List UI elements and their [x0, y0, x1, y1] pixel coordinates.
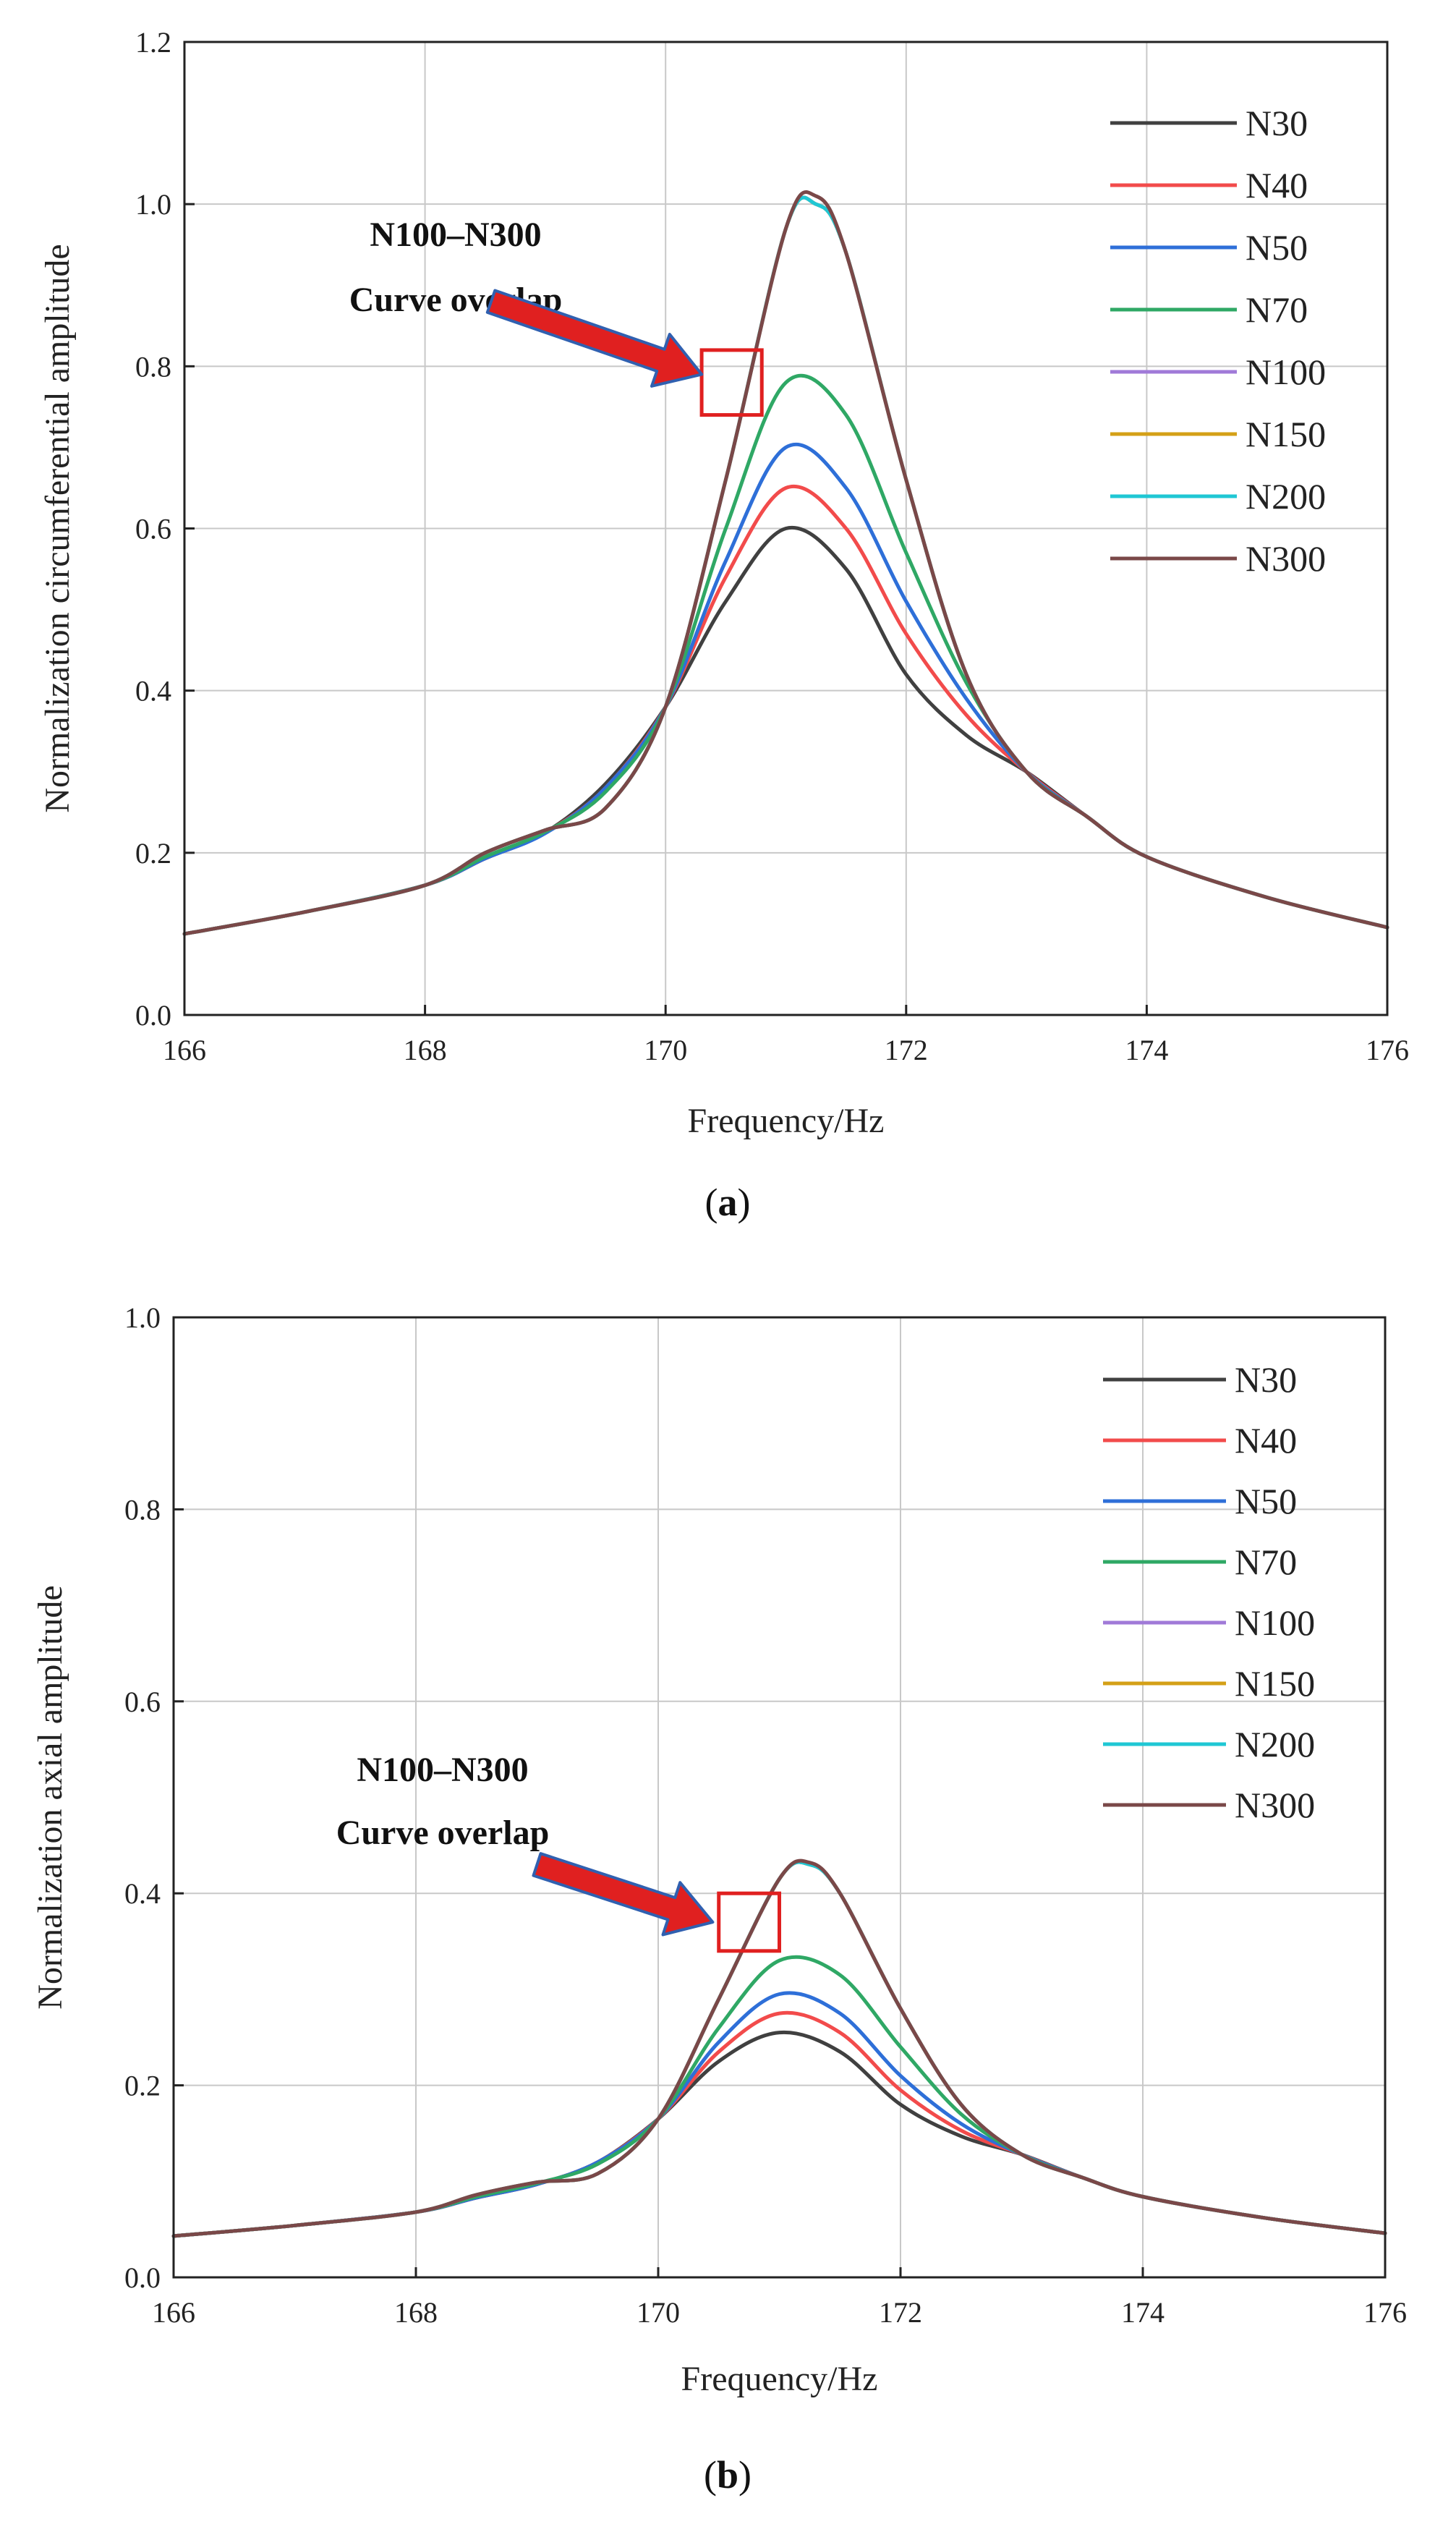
chart-a-line-n40 — [182, 485, 1389, 936]
chart-a-ytick-label-2: 0.4 — [135, 675, 171, 708]
chart-a-xtick-label-4: 174 — [1125, 1034, 1168, 1066]
chart-b-line-n50 — [171, 1991, 1387, 2238]
chart-b-xtick-label-2: 170 — [637, 2296, 680, 2329]
chart-b-legend-label-n30: N30 — [1235, 1359, 1297, 1400]
chart-a-annotation-box — [699, 348, 764, 417]
chart-b-annotation: N100–N300 Curve overlap — [336, 1751, 781, 1953]
chart-b-xtick-label-1: 168 — [394, 2296, 438, 2329]
chart-a-xtick-label-5: 176 — [1366, 1034, 1409, 1066]
chart-b-xtick-label-5: 176 — [1363, 2296, 1407, 2329]
chart-b-ytick-label-0: 0.0 — [124, 2261, 161, 2294]
chart-a-ytick-label-3: 0.6 — [135, 513, 171, 545]
chart-a-line-n300 — [182, 190, 1389, 936]
chart-a-annotation-line-1: N100–N300 — [370, 216, 541, 254]
chart-a-line-n70 — [182, 373, 1389, 936]
chart-b: 166 168 170 172 174 1760.00.20.40.60.81.0N30N… — [31, 1301, 1407, 2497]
chart-b-annotation-line-1: N100–N300 — [357, 1751, 528, 1789]
chart-b-xtick-label-0: 166 — [152, 2296, 195, 2329]
chart-a: 166 168 170 172 174 176 0.0 0.2 0.4 0.6 0.8 1.0 1.2 N… — [38, 26, 1409, 1224]
chart-b-ytick-label-3: 0.6 — [124, 1686, 161, 1718]
chart-a-line-n30 — [182, 525, 1389, 936]
chart-a-xtick-label-3: 172 — [885, 1034, 928, 1066]
chart-b-annotation-arrow — [532, 1852, 715, 1937]
chart-b-x-axis-label: Frequency/Hz — [681, 2360, 878, 2398]
chart-a-x-axis-label: Frequency/Hz — [688, 1102, 885, 1140]
chart-b-y-axis-label: Normalization axial amplitude — [31, 1585, 69, 2009]
chart-a-series — [182, 190, 1389, 936]
chart-b-legend-label-n50: N50 — [1235, 1481, 1297, 1521]
chart-b-grid — [174, 1317, 1385, 2277]
chart-a-ytick-label-1: 0.2 — [135, 837, 171, 870]
chart-a-y-axis-label: Normalization circumferential amplitude — [38, 244, 77, 812]
chart-a-ytick-label-4: 0.8 — [135, 350, 171, 383]
chart-a-legend-label-n200: N200 — [1246, 476, 1326, 517]
chart-b-ytick-label-5: 1.0 — [124, 1301, 161, 1334]
figure-panel-a: 166 168 170 172 174 176 0.0 0.2 0.4 0.6 0.8 1.0 1.2 N… — [0, 0, 1456, 1272]
chart-a-legend-label-n150: N150 — [1246, 414, 1326, 454]
chart-b-legend: N30 N40 N50 N70 N100 N150 N200 N300 — [1103, 1359, 1315, 1825]
chart-b-legend-label-n150: N150 — [1235, 1663, 1315, 1704]
chart-b-ytick-label-2: 0.4 — [124, 1877, 161, 1910]
chart-a-ytick-label-0: 0.0 — [135, 999, 171, 1032]
chart-a-legend-label-n300: N300 — [1246, 538, 1326, 579]
chart-a-legend-label-n70: N70 — [1246, 289, 1308, 330]
chart-b-line-n30 — [171, 2030, 1387, 2238]
chart-a-line-n50 — [182, 442, 1389, 936]
chart-b-panel-label: (b) — [704, 2453, 752, 2497]
chart-b-ytick-label-1: 0.2 — [124, 2070, 161, 2102]
chart-a-legend: N30 N40 N50 N70 N100 N150 N200 N300 — [1110, 103, 1326, 579]
chart-a-annotation-arrow — [485, 289, 704, 388]
chart-b-xtick-label-3: 172 — [879, 2296, 922, 2329]
chart-a-xtick-label-1: 168 — [404, 1034, 447, 1066]
chart-b-legend-label-n200: N200 — [1235, 1724, 1315, 1764]
chart-a-legend-label-n50: N50 — [1246, 227, 1308, 268]
chart-b-annotation-line-2: Curve overlap — [336, 1814, 550, 1852]
chart-a-legend-label-n100: N100 — [1246, 352, 1326, 392]
chart-b-series — [171, 1858, 1387, 2238]
chart-a-grid — [184, 42, 1387, 1015]
chart-b-xtick-label-4: 174 — [1121, 2296, 1165, 2329]
chart-b-legend-label-n70: N70 — [1235, 1542, 1297, 1582]
figure-panel-b: 166 168 170 172 174 176 0.0 0.2 0.4 0.6 0.8 1.0 N30 N… — [0, 1272, 1456, 2545]
chart-b-annotation-box — [717, 1891, 781, 1953]
chart-b-line-n70 — [171, 1955, 1387, 2238]
chart-b-line-n40 — [171, 2010, 1387, 2238]
chart-a-xtick-label-2: 170 — [644, 1034, 687, 1066]
chart-b-legend-label-n40: N40 — [1235, 1420, 1297, 1461]
chart-a-ytick-label-5: 1.0 — [135, 188, 171, 221]
chart-b-legend-label-n300: N300 — [1235, 1785, 1315, 1825]
chart-a-panel-label: (a) — [705, 1181, 751, 1224]
chart-b-legend-label-n100: N100 — [1235, 1602, 1315, 1643]
chart-b-plot-frame — [172, 1316, 1387, 2279]
chart-a-xtick-label-0: 166 — [163, 1034, 206, 1066]
chart-a-legend-label-n30: N30 — [1246, 103, 1308, 143]
chart-a-ytick-label-6: 1.2 — [135, 26, 171, 59]
chart-a-legend-label-n40: N40 — [1246, 165, 1308, 205]
chart-a-plot-frame — [183, 41, 1389, 1016]
chart-b-ytick-label-4: 0.8 — [124, 1493, 161, 1526]
chart-b-line-n300 — [171, 1858, 1387, 2238]
